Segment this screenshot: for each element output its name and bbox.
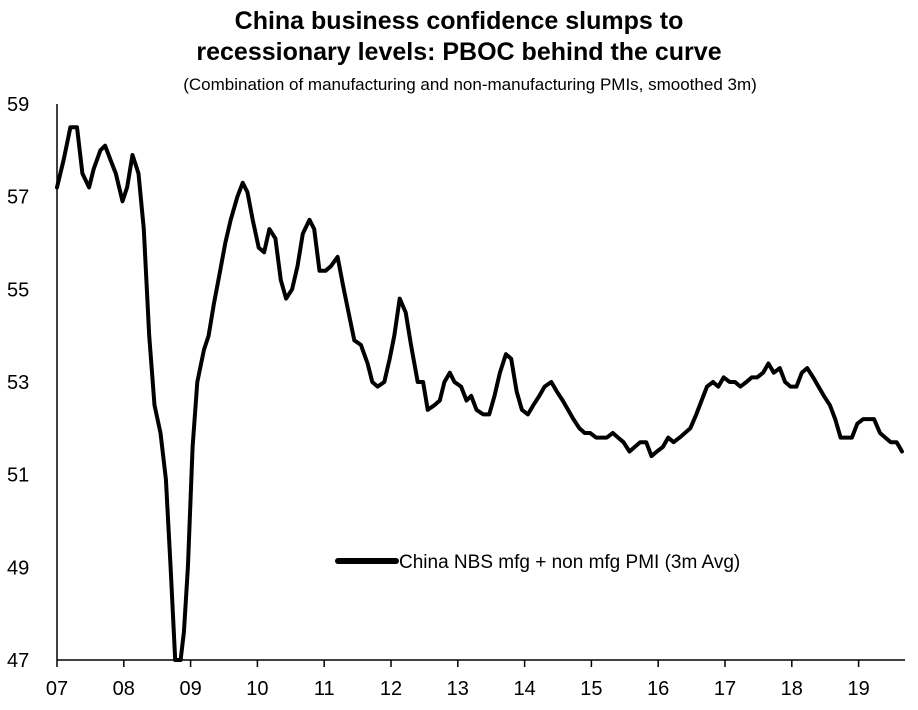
y-tick-label: 59 [7,94,29,116]
x-tick-label: 11 [314,678,335,700]
x-tick-label: 18 [781,678,803,700]
x-tick-label: 09 [179,678,201,700]
y-tick-label: 47 [7,650,29,672]
x-axis: 07 08 09 10 11 12 13 14 15 16 17 18 19 [46,659,905,700]
x-tick-label: 13 [447,678,469,700]
x-tick-label: 07 [46,678,68,700]
y-tick-label: 51 [7,465,29,487]
x-tick-label: 19 [847,678,869,700]
legend-label: China NBS mfg + non mfg PMI (3m Avg) [399,552,740,573]
x-tick-label: 08 [113,678,135,700]
series-line [55,125,904,662]
chart-title-line-2: recessionary levels: PBOC behind the cur… [196,38,722,66]
chart-subtitle: (Combination of manufacturing and non-ma… [183,75,757,94]
legend: China NBS mfg + non mfg PMI (3m Avg) [335,552,740,573]
chart-title-line-1: China business confidence slumps to [234,7,684,35]
x-tick-label: 10 [246,678,268,700]
y-tick-label: 55 [7,279,29,301]
y-tick-label: 49 [7,557,29,579]
y-tick-label: 53 [7,372,29,394]
y-tick-label: 57 [7,187,29,209]
x-tick-label: 12 [380,678,402,700]
x-tick-label: 17 [714,678,736,700]
x-tick-label: 15 [580,678,602,700]
series-layer [55,125,904,662]
x-tick-label: 16 [647,678,669,700]
x-tick-label: 14 [513,678,535,700]
y-axis: 59 57 55 53 51 49 47 [7,94,58,672]
